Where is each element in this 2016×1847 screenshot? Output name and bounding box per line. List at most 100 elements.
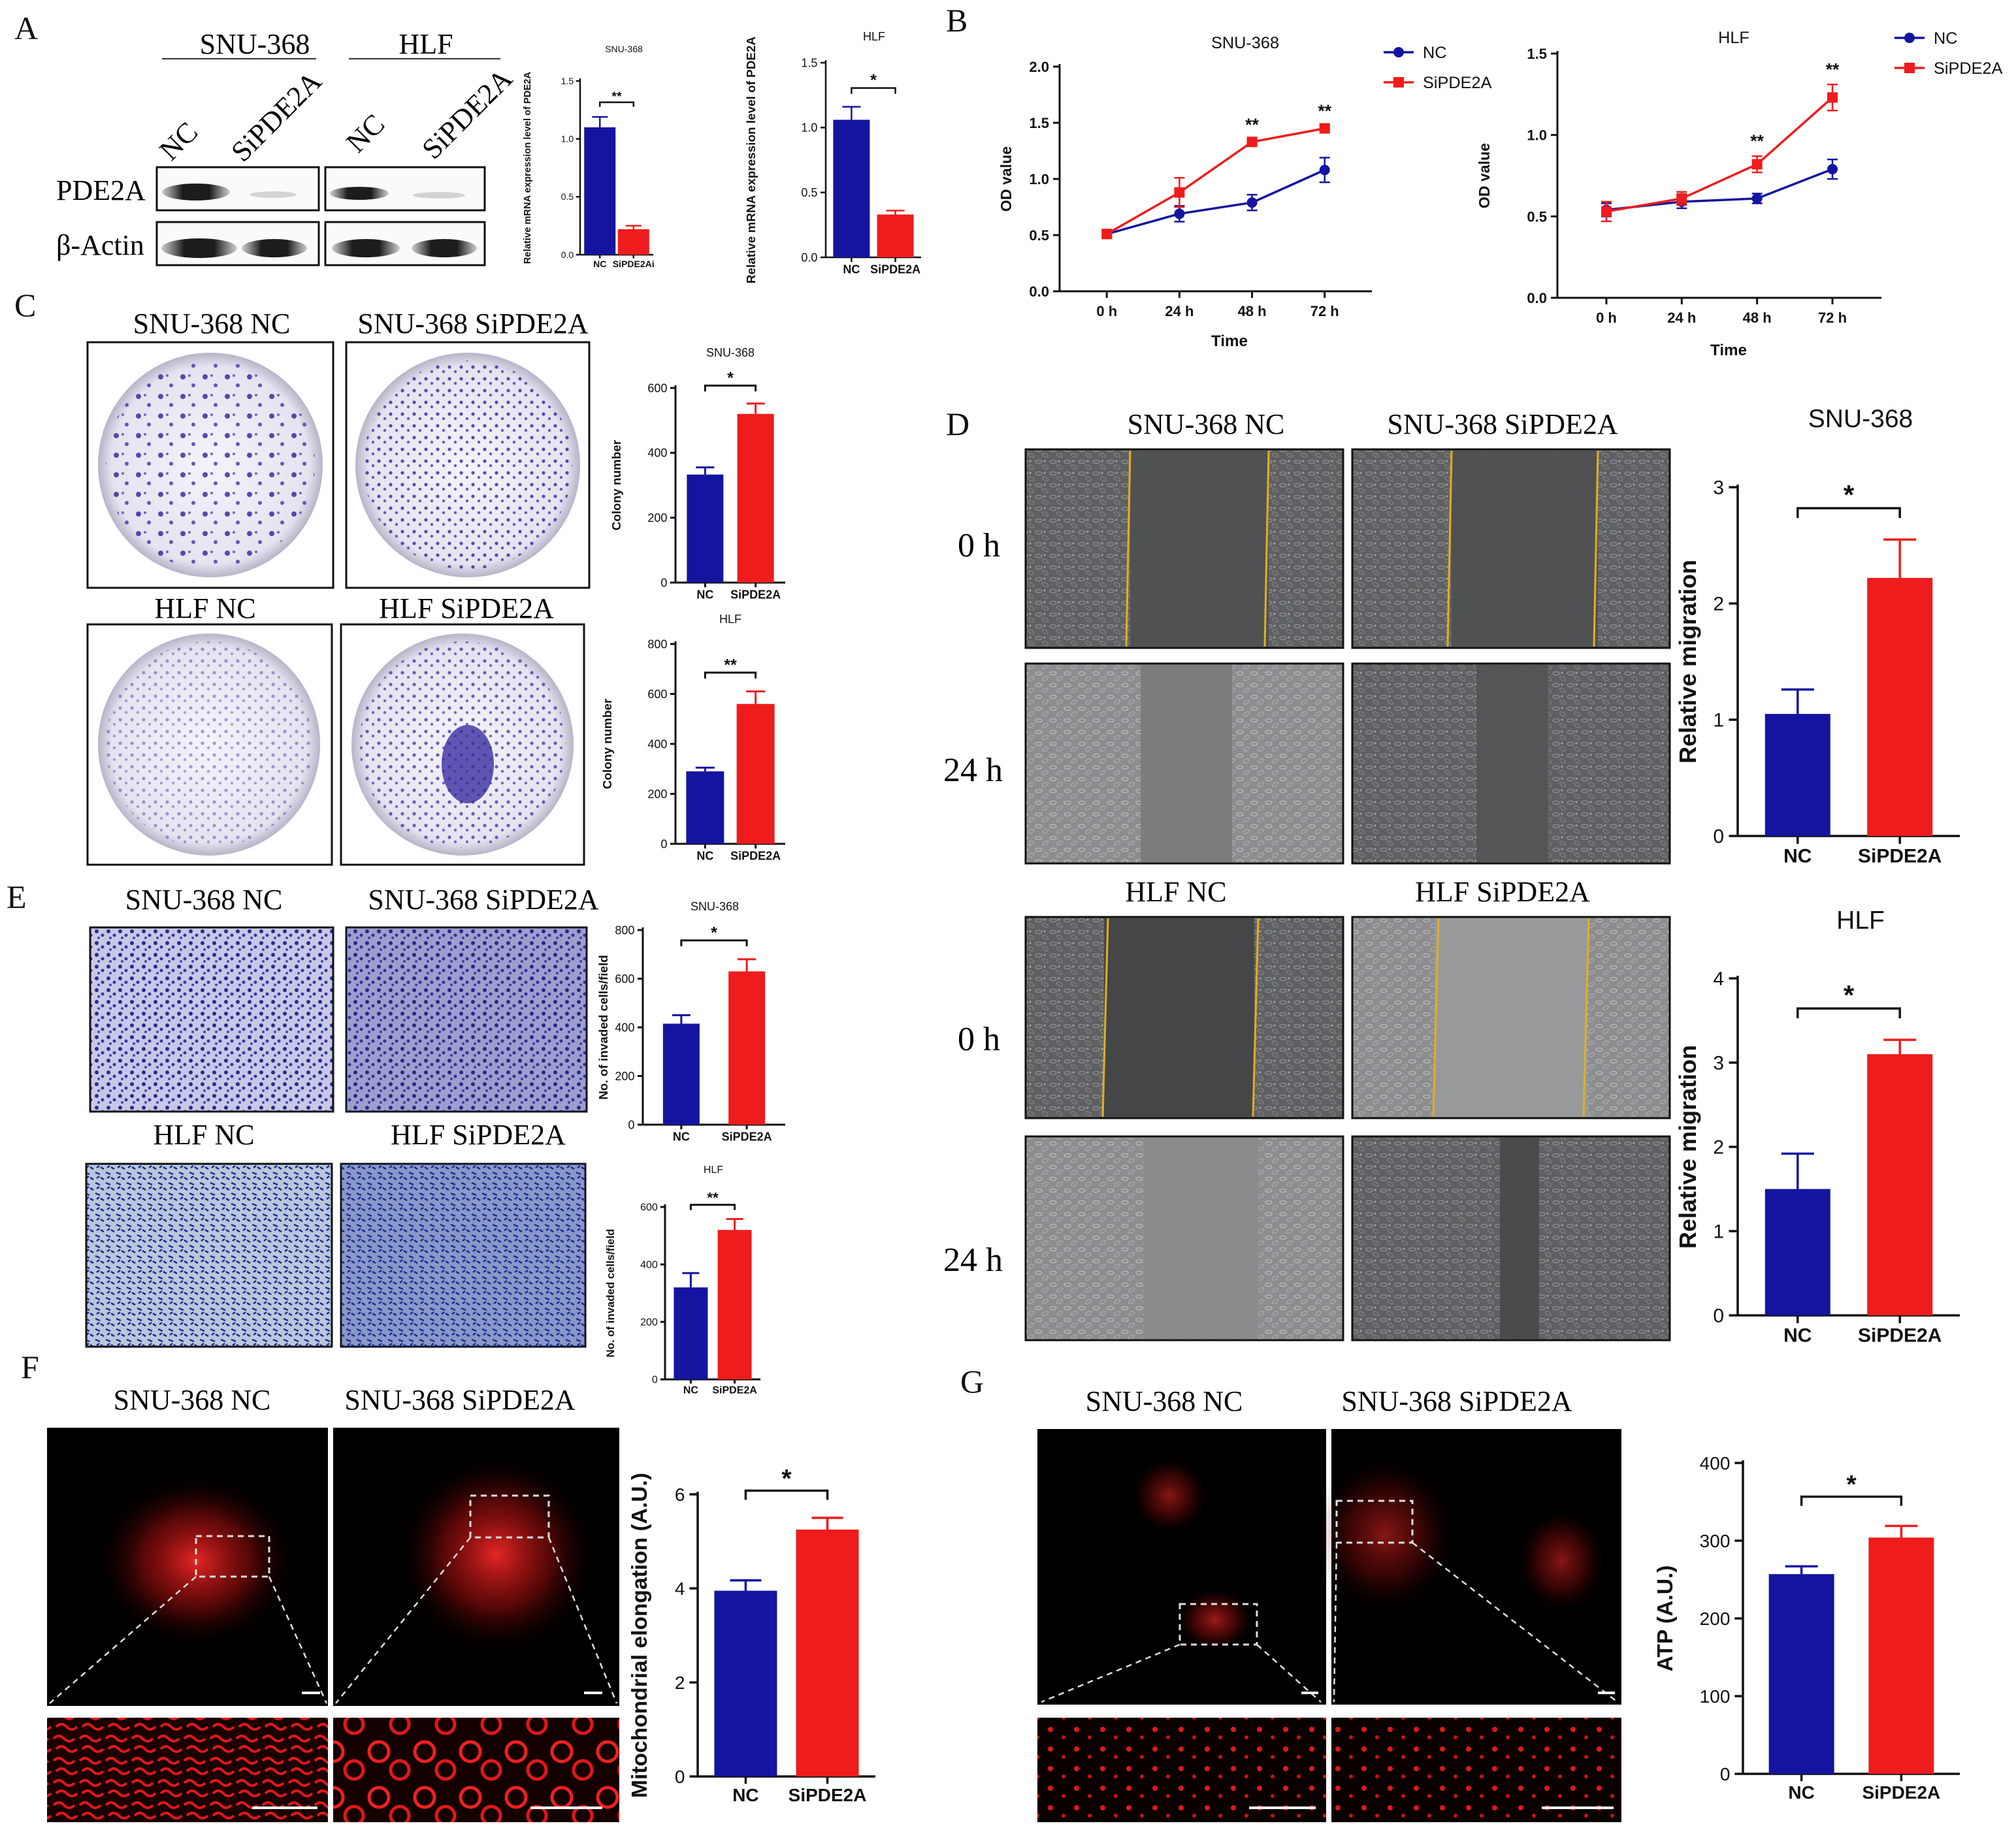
colony-spots — [106, 361, 315, 570]
x-tick-label: 48 h — [1238, 303, 1267, 319]
y-tick-label: 0.5 — [1029, 227, 1049, 244]
x-tick-label: 72 h — [1310, 303, 1339, 319]
x-tick-label: NC — [1788, 1782, 1814, 1803]
y-tick-label: 4 — [675, 1579, 685, 1599]
image-label: SNU-368 NC — [133, 308, 291, 340]
y-tick-label: 3 — [1713, 1053, 1724, 1074]
y-tick-label: 0 — [1713, 1306, 1724, 1327]
y-tick-label: 200 — [615, 1070, 634, 1083]
bar-sipde2a — [877, 214, 914, 257]
legend-marker — [1393, 77, 1404, 88]
y-axis-label: Colony number — [601, 698, 615, 789]
significance-marker: ** — [1826, 59, 1840, 79]
charts-layer: SNU-368 0.0 0.5 1.0 1.5 Relative mRNA express… — [523, 29, 2003, 1805]
significance-marker: ** — [1318, 101, 1331, 121]
y-axis-label: ATP (A.U.) — [1653, 1566, 1678, 1672]
x-tick-label: NC — [732, 1785, 758, 1805]
chart-a2: HLF 0.0 0.5 1.0 1.5 Relative mRNA expression … — [745, 30, 921, 283]
chart-d2: HLF 0 1 2 3 4 Relative migration NC SiPDE2A * — [1674, 907, 1960, 1347]
wound-edge-line — [1252, 918, 1260, 1117]
x-tick-label: NC — [696, 849, 713, 862]
significance-bracket — [689, 1204, 736, 1210]
bar-sipde2a — [736, 703, 775, 844]
y-tick-label: 0 — [675, 1767, 685, 1787]
chart-d1: SNU-368 0 1 2 3 Relative migration NC SiPDE2A * — [1674, 405, 1960, 867]
lane-label: NC — [340, 108, 391, 159]
wound-edge-line — [1593, 450, 1599, 647]
y-tick-label: 0.0 — [801, 251, 817, 264]
x-tick-label: SiPDE2A — [730, 849, 781, 862]
x-tick-label: NC — [696, 588, 713, 601]
y-tick-label: 400 — [615, 1021, 634, 1034]
image-label: SNU-368 SiPDE2A — [344, 1384, 575, 1416]
colony-spots — [106, 641, 312, 848]
significance-bracket — [680, 939, 748, 946]
y-tick-label: 1.0 — [1029, 171, 1049, 187]
y-tick-label: 6 — [675, 1485, 685, 1505]
significance-marker: ** — [724, 656, 737, 674]
bar-nc — [687, 474, 724, 583]
x-tick-label: SiPDE2A — [712, 1385, 757, 1396]
chart-b1: SNU-368 0.0 0.5 1.0 1.5 2.0 OD value Time 0 h 24 … — [998, 34, 1492, 350]
bar-nc — [714, 1590, 777, 1776]
invasion-image — [345, 926, 588, 1113]
blot-header-snu368: SNU-368 — [200, 28, 310, 60]
y-tick-label: 800 — [615, 924, 634, 937]
chart-title: SNU-368 — [691, 900, 739, 913]
invasion-image — [89, 926, 334, 1113]
image-label: SNU-368 SiPDE2A — [1387, 408, 1618, 440]
y-axis-label: No. of invaded cells/field — [597, 955, 611, 1100]
bar-sipde2a — [1867, 577, 1933, 836]
zoom-guide — [1256, 1644, 1322, 1703]
y-tick-label: 0 — [652, 1375, 658, 1386]
significance-bracket — [744, 1489, 829, 1500]
y-tick-label: 2.0 — [1029, 59, 1049, 75]
y-axis-label: Relative migration — [1674, 1045, 1701, 1249]
chart-title: HLF — [1836, 907, 1885, 935]
invasion-images: SNU-368 NC SNU-368 SiPDE2A HLF NC HLF Si… — [85, 884, 599, 1348]
data-point — [1676, 193, 1687, 204]
y-axis-label: Relative migration — [1674, 560, 1701, 763]
panel-letter-a: A — [14, 10, 38, 46]
significance-bracket — [1797, 507, 1901, 519]
zoom-guide — [1412, 1542, 1618, 1703]
invasion-overlay — [346, 927, 587, 1112]
bar-sipde2a — [717, 1230, 752, 1379]
x-tick-label: SiPDE2A — [1858, 1325, 1942, 1347]
x-tick-label: NC — [673, 1130, 690, 1143]
lane-label: SiPDE2A — [225, 65, 328, 169]
zoom-box — [1179, 1603, 1258, 1646]
mito-zoom — [47, 1718, 328, 1822]
series-line-sipde2a — [1106, 127, 1325, 235]
chart-e1: SNU-368 0 200 400 600 800 No. of invaded cells… — [597, 900, 785, 1143]
y-tick-label: 0.0 — [1029, 283, 1049, 300]
wound-edge-line — [1432, 918, 1440, 1117]
atp-signal — [1313, 1456, 1457, 1613]
chart-title: HLF — [719, 613, 741, 626]
blot-band — [250, 191, 297, 198]
blot-band — [413, 192, 465, 199]
y-tick-label: 600 — [640, 1202, 658, 1213]
legend-label: SiPDE2A — [1423, 74, 1492, 92]
significance-marker: * — [711, 924, 717, 942]
chart-g1: 0 100 200 300 400 ATP (A.U.) NC SiPDE2A * — [1653, 1453, 1960, 1803]
invasion-image — [85, 1163, 333, 1348]
panel-letter-e: E — [7, 878, 27, 915]
blot-band — [161, 238, 237, 258]
y-tick-label: 0 — [1713, 826, 1724, 848]
data-point — [1174, 187, 1185, 198]
wound-gap — [1130, 451, 1269, 647]
wound-gap — [1141, 665, 1232, 862]
atp-signal — [1516, 1509, 1607, 1613]
panel-letter-d: D — [946, 406, 969, 442]
legend-label: NC — [1934, 29, 1958, 48]
y-tick-label: 0 — [660, 837, 667, 850]
y-axis-label: Relative mRNA expression level of PDE2A — [523, 72, 533, 265]
bar-sipde2a — [796, 1530, 859, 1776]
image-label: HLF NC — [1125, 876, 1226, 908]
y-tick-label: 1.5 — [801, 56, 817, 69]
zoom-guide — [49, 1576, 197, 1704]
chart-title: SNU-368 — [706, 346, 755, 359]
y-tick-label: 0.0 — [1527, 290, 1547, 306]
y-tick-label: 1.0 — [1527, 127, 1547, 144]
